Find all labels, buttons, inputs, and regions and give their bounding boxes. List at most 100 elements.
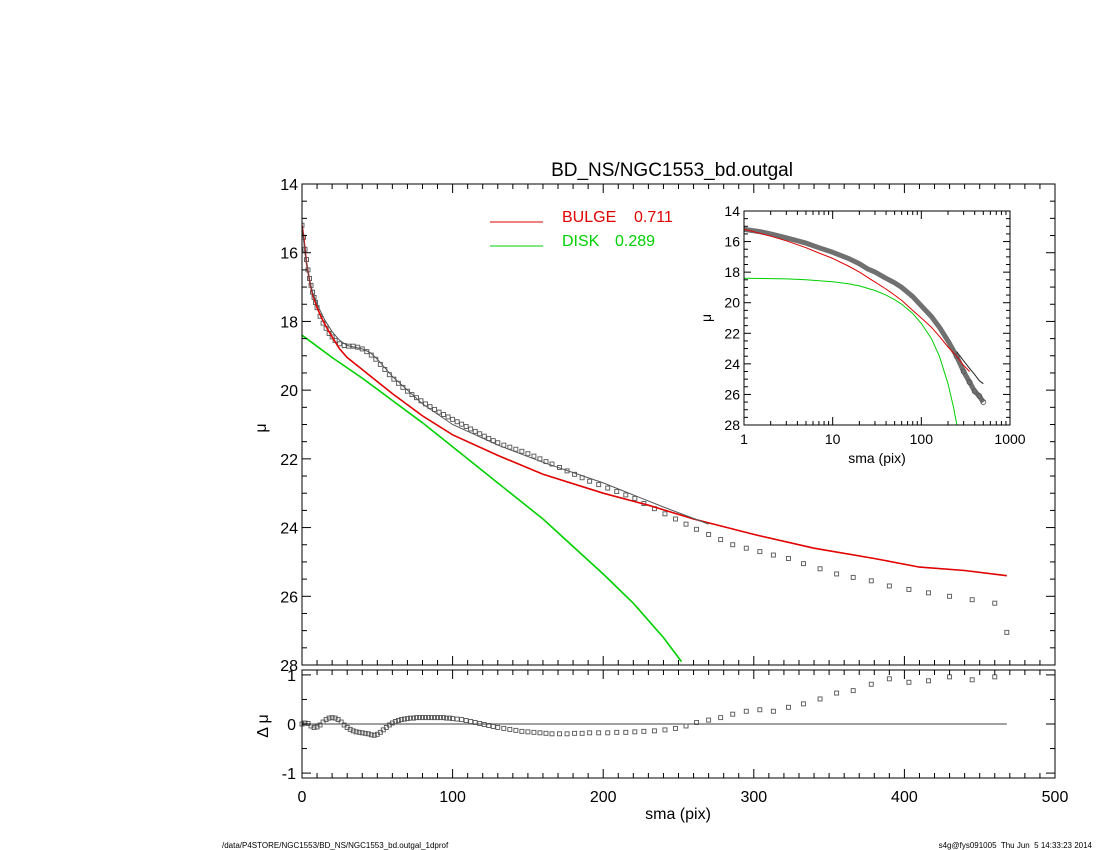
observed-point <box>459 421 465 427</box>
observed-point <box>926 590 931 596</box>
x-axis-label: sma (pix) <box>645 806 711 823</box>
residual-point <box>543 730 549 736</box>
inset-x-tick-label: 100 <box>910 431 934 447</box>
residual-point <box>850 688 856 694</box>
residual-point <box>706 717 712 723</box>
observed-point <box>706 531 712 537</box>
residual-point <box>332 715 338 721</box>
residual-point <box>531 729 537 735</box>
residual-point <box>490 724 496 729</box>
line-disk <box>302 334 683 663</box>
inset-x-tick-label: 10 <box>825 431 841 447</box>
observed-point <box>481 433 487 439</box>
observed-point <box>632 495 638 501</box>
observed-point <box>817 566 823 572</box>
residual-y-tick-label: -1 <box>282 766 296 783</box>
residual-point <box>317 722 323 728</box>
residual-point <box>326 715 332 721</box>
residual-point <box>356 729 362 735</box>
residual-y-tick-label: 1 <box>287 668 296 685</box>
inset-background <box>744 211 1010 425</box>
residual-point <box>969 677 975 683</box>
inset-line-bulge <box>744 228 970 372</box>
residual-point <box>579 730 585 736</box>
main-y-tick-label: 14 <box>280 177 298 194</box>
residual-point <box>323 717 329 723</box>
observed-point <box>441 412 447 417</box>
observed-point <box>519 448 525 454</box>
inset-line-model <box>956 351 984 385</box>
x-tick-label: 0 <box>298 789 307 806</box>
residual-point <box>438 715 444 721</box>
observed-point <box>673 516 678 522</box>
residual-point <box>926 678 931 684</box>
main-plot-area <box>302 222 1010 663</box>
observed-point <box>450 416 456 422</box>
inset-panel: 14 16 18 20 22 24 26 281 10 100 1000 sma (pix) μ <box>698 203 1026 466</box>
observed-point <box>683 521 689 527</box>
residual-point <box>683 723 689 729</box>
residual-point <box>486 723 492 728</box>
inset-y-tick-label: 24 <box>724 356 740 372</box>
residual-point <box>447 715 453 721</box>
residual-point <box>463 718 469 724</box>
legend-label-bulge: BULGE <box>562 209 616 226</box>
residual-point <box>947 674 953 680</box>
observed-point <box>468 426 474 432</box>
observed-point <box>472 428 478 434</box>
observed-point <box>302 222 305 228</box>
observed-point <box>969 597 975 603</box>
residual-point <box>785 704 791 710</box>
residual-point <box>743 708 749 714</box>
inset-y-axis-label: μ <box>698 314 714 322</box>
residual-point <box>380 727 386 733</box>
observed-point <box>757 549 763 555</box>
observed-point <box>337 341 343 347</box>
observed-point <box>445 414 451 420</box>
residual-point <box>435 715 440 721</box>
observed-point <box>587 478 593 484</box>
residual-point <box>662 727 668 733</box>
residual-point <box>641 728 647 734</box>
residual-point <box>371 732 377 738</box>
observed-point <box>992 600 998 606</box>
residual-point <box>507 726 513 732</box>
residual-point <box>429 715 434 721</box>
observed-point <box>743 545 749 551</box>
main-y-axis: 14 16 18 20 22 24 26 28 <box>280 177 1056 675</box>
observed-point <box>730 542 736 548</box>
residual-point <box>368 732 374 738</box>
main-panel: BD_NS/NGC1553_bd.outgal 14 16 18 20 22 24 26 28… <box>253 160 1056 675</box>
residual-point <box>335 717 341 723</box>
residual-point <box>362 730 368 736</box>
observed-point <box>662 511 668 517</box>
observed-point <box>623 492 629 498</box>
residual-point <box>718 715 724 721</box>
residual-point <box>770 708 776 714</box>
residual-point <box>651 728 657 734</box>
residual-point <box>420 715 425 721</box>
x-tick-label: 500 <box>1042 789 1069 806</box>
chart-title: BD_NS/NGC1553_bd.outgal <box>551 160 793 181</box>
residual-point <box>757 707 763 713</box>
inset-observed-point <box>980 399 987 405</box>
residual-point <box>549 731 555 737</box>
residual-point <box>834 690 840 696</box>
inset-line-disk <box>744 277 958 425</box>
residual-point <box>572 730 578 736</box>
inset-axes: 14 16 18 20 22 24 26 281 10 100 1000 <box>724 203 1025 447</box>
observed-point <box>947 593 953 599</box>
observed-point <box>432 406 437 412</box>
observed-point <box>614 489 620 494</box>
residual-plot-area <box>299 674 1007 738</box>
inset-y-tick-label: 14 <box>724 203 740 219</box>
residual-point <box>350 728 356 734</box>
residual-point <box>395 718 401 724</box>
observed-point <box>801 561 806 567</box>
x-tick-label: 200 <box>590 789 617 806</box>
observed-point <box>868 578 874 584</box>
inset-x-axis-label: sma (pix) <box>848 450 906 466</box>
